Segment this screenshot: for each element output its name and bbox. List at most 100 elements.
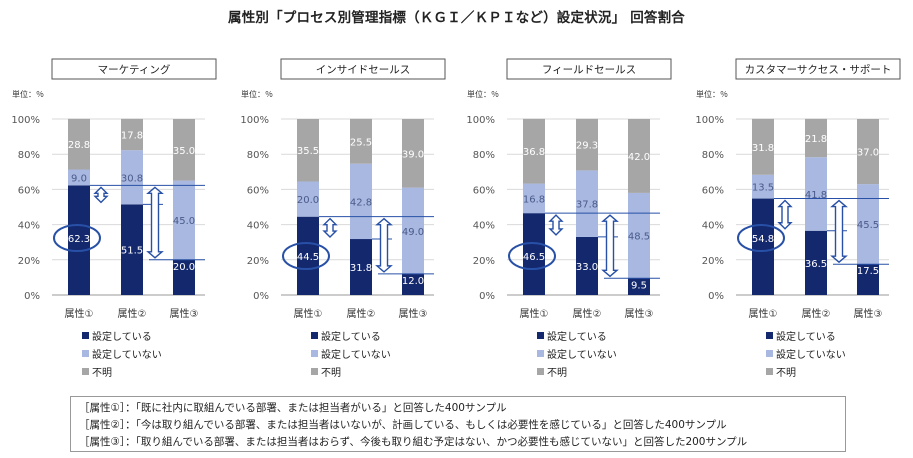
data-label: 29.3 [576,141,598,152]
legend-label: 不明 [321,367,341,379]
y-tick-label: 100% [11,115,40,126]
difference-arrow [601,214,619,278]
bar-segment-1 [752,198,774,295]
data-label: 9.0 [71,173,87,184]
legend-swatch [82,350,89,357]
data-label: 20.0 [297,195,319,206]
data-label: 49.0 [402,227,424,238]
data-label: 30.8 [121,173,143,184]
legend-label: 設定していない [547,348,617,361]
bar-segment-2 [297,181,319,217]
legend-label: 不明 [776,367,796,379]
data-label: 51.5 [121,246,143,257]
legend-label: 設定している [92,330,152,343]
chart-title-box [51,58,217,80]
data-label: 39.0 [402,149,424,160]
bar-segment-3 [628,119,650,193]
bar-segment-1 [857,264,879,295]
bar-segment-3 [752,118,774,175]
data-label: 21.8 [805,134,827,145]
chart-title-box [735,58,901,80]
note-attribute-1: ［属性①］：「既に社内に取組んでいる部署、または担当者がいる」と回答した400サ… [79,402,507,414]
legend-label: 設定している [321,330,381,343]
legend-swatch [537,368,544,375]
legend-swatch [766,368,773,375]
legend-swatch [82,368,89,375]
y-tick-label: 40% [18,221,40,232]
bar-segment-3 [402,119,424,188]
y-tick-label: 80% [702,150,724,161]
legend-swatch [311,368,318,375]
bar-segment-2 [805,157,827,231]
bar-segment-3 [523,118,545,184]
data-label: 35.0 [173,146,195,157]
unit-label: 単位：％ [696,89,728,99]
bar-segment-1 [350,239,372,295]
main-title: 属性別「プロセス別管理指標（ＫＧＩ／ＫＰＩなど）設定状況」 回答割合 [228,10,685,26]
y-tick-label: 80% [18,150,40,161]
y-tick-label: 0% [253,291,269,302]
y-tick-label: 20% [18,256,40,267]
unit-label: 単位：％ [12,89,44,99]
bar-segment-1 [805,230,827,295]
x-tick-label: 属性② [802,307,831,320]
y-tick-label: 40% [247,221,269,232]
highlight-ellipse [737,224,785,252]
legend-swatch [311,332,318,339]
data-label: 20.0 [173,262,195,273]
bar-segment-2 [752,174,774,199]
chart-title: カスタマーサクセス・サポート [745,64,892,76]
bar-segment-3 [857,119,879,185]
y-tick-label: 20% [247,256,269,267]
highlight-ellipse [53,224,101,252]
data-label: 12.0 [402,276,424,287]
bar-segment-2 [628,192,650,279]
data-label: 28.8 [68,140,90,151]
x-tick-label: 属性① [65,307,94,320]
unit-label: 単位：％ [241,89,273,99]
y-tick-label: 20% [473,256,495,267]
data-label: 42.8 [350,197,372,208]
chart-title: フィールドセールス [542,64,636,76]
bar-segment-2 [402,187,424,274]
y-tick-label: 0% [479,291,495,302]
bar-segment-3 [805,118,827,158]
legend-swatch [766,350,773,357]
note-attribute-2: ［属性②］：「今は取り組んでいる部署、または担当者はいないが、計画している、もし… [79,419,727,431]
bar-segment-3 [173,119,195,181]
unit-label: 単位：％ [467,89,499,99]
data-label: 37.8 [576,200,598,211]
y-tick-label: 100% [240,115,269,126]
y-tick-label: 40% [702,221,724,232]
legend-label: 設定していない [92,348,162,361]
x-tick-label: 属性② [118,307,147,320]
y-tick-label: 60% [702,185,724,196]
bar-segment-3 [121,118,143,151]
x-tick-label: 属性② [573,307,602,320]
data-label: 31.8 [752,143,774,154]
data-label: 17.5 [857,266,879,277]
y-tick-label: 80% [247,150,269,161]
y-tick-label: 80% [473,150,495,161]
difference-arrow [777,199,793,230]
data-label: 25.5 [350,137,372,148]
bar-segment-2 [576,170,598,237]
difference-arrow [146,186,164,259]
bar-segment-3 [68,118,90,170]
bar-segment-1 [576,236,598,295]
legend-swatch [766,332,773,339]
data-label: 17.8 [121,130,143,141]
bar-segment-2 [523,183,545,214]
x-tick-label: 属性③ [170,307,199,320]
bar-segment-3 [576,118,598,171]
x-tick-label: 属性② [347,307,376,320]
x-tick-label: 属性③ [625,307,654,320]
y-tick-label: 60% [473,185,495,196]
bar-segment-2 [68,169,90,186]
data-label: 45.0 [173,216,195,227]
highlight-ellipse [508,242,556,270]
